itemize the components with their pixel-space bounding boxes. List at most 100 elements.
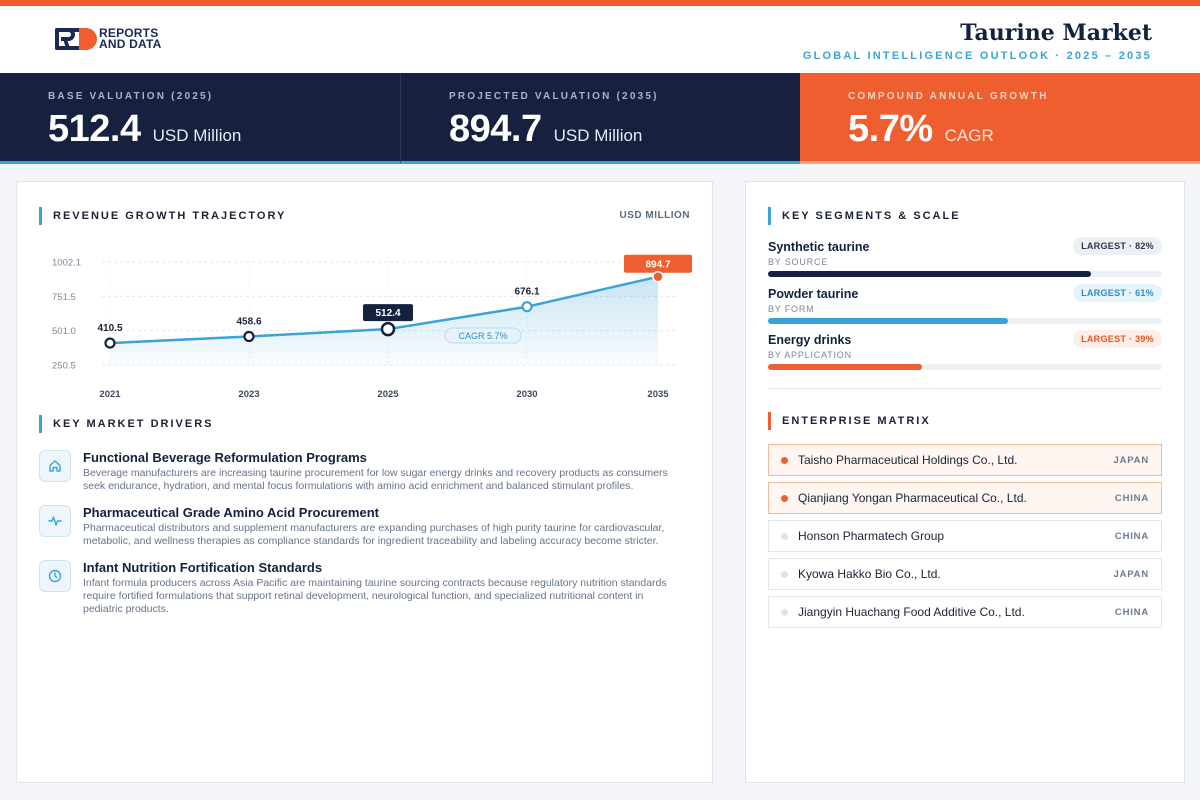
x-tick-label: 2021 bbox=[99, 389, 121, 400]
segment-category: BY FORM bbox=[768, 304, 815, 314]
right-panel: KEY SEGMENTS & SCALE Synthetic taurine B… bbox=[745, 181, 1185, 783]
segment-name: Synthetic taurine bbox=[768, 240, 870, 254]
enterprise-country: CHINA bbox=[1114, 530, 1149, 542]
kpi-value: 512.4 bbox=[48, 108, 141, 150]
segment-item: Powder taurine BY FORM LARGEST · 61% bbox=[768, 284, 1162, 324]
cagr-pill-label: CAGR 5.7% bbox=[458, 331, 507, 341]
driver-title: Functional Beverage Reformulation Progra… bbox=[83, 450, 367, 465]
driver-description: Pharmaceutical distributors and suppleme… bbox=[83, 522, 665, 547]
logo-line-2: AND DATA bbox=[99, 37, 162, 51]
left-panel: REVENUE GROWTH TRAJECTORY USD MILLION 10… bbox=[16, 181, 713, 783]
segment-badge: LARGEST · 61% bbox=[1073, 284, 1162, 302]
status-dot bbox=[781, 532, 788, 540]
enterprise-row[interactable]: Qianjiang Yongan Pharmaceutical Co., Ltd… bbox=[768, 482, 1162, 514]
segment-bar-fill bbox=[768, 271, 1092, 277]
enterprise-country: JAPAN bbox=[1113, 568, 1149, 580]
x-tick-label: 2030 bbox=[516, 389, 537, 400]
segments-section-title: KEY SEGMENTS & SCALE bbox=[768, 207, 961, 225]
status-dot bbox=[781, 494, 788, 502]
segment-bar-fill bbox=[768, 364, 922, 370]
brand-logo[interactable]: REPORTS AND DATA bbox=[55, 26, 162, 51]
enterprise-row[interactable]: Honson Pharmatech Group CHINA bbox=[768, 520, 1162, 552]
drivers-list: Functional Beverage Reformulation Progra… bbox=[39, 450, 699, 628]
segment-bar-fill bbox=[768, 318, 1009, 324]
top-accent-bar bbox=[0, 0, 1200, 6]
x-tick-label: 2023 bbox=[238, 389, 259, 400]
driver-description: Infant formula producers across Asia Pac… bbox=[83, 577, 667, 615]
kpi-value: 5.7% bbox=[848, 108, 933, 150]
kpi-unit: CAGR bbox=[944, 126, 994, 145]
kpi-label: PROJECTED VALUATION (2035) bbox=[449, 91, 659, 102]
data-label: 512.4 bbox=[375, 308, 400, 319]
y-tick-label: 501.0 bbox=[52, 326, 76, 337]
x-tick-label: 2025 bbox=[377, 389, 399, 400]
kpi-unit: USD Million bbox=[152, 126, 242, 145]
cagr-pill bbox=[444, 327, 522, 344]
y-tick-label: 250.5 bbox=[52, 361, 76, 372]
enterprise-row[interactable]: Jiangyin Huachang Food Additive Co., Ltd… bbox=[768, 596, 1162, 628]
data-label: 458.6 bbox=[236, 316, 261, 327]
segment-badge: LARGEST · 82% bbox=[1073, 237, 1162, 255]
segment-name: Powder taurine bbox=[768, 287, 859, 301]
data-label-box bbox=[363, 304, 413, 322]
section-divider bbox=[768, 388, 1162, 389]
home-icon bbox=[39, 450, 71, 482]
enterprise-section-title: ENTERPRISE MATRIX bbox=[768, 412, 931, 430]
clock-icon bbox=[39, 560, 71, 592]
enterprise-name: Kyowa Hakko Bio Co., Ltd. bbox=[798, 567, 941, 581]
drivers-section-title: KEY MARKET DRIVERS bbox=[39, 415, 213, 433]
segment-category: BY APPLICATION bbox=[768, 350, 852, 360]
kpi-label: BASE VALUATION (2025) bbox=[48, 91, 214, 102]
logo-line-1: REPORTS bbox=[99, 26, 159, 40]
revenue-chart: 1002.1 751.5 501.0 250.5 2021 2023 2025 2030 203… bbox=[47, 242, 697, 402]
data-point bbox=[521, 301, 533, 313]
enterprise-country: CHINA bbox=[1114, 606, 1149, 618]
segment-item: Energy drinks BY APPLICATION LARGEST · 3… bbox=[768, 330, 1162, 370]
header: REPORTS AND DATA Taurine Market GLOBAL I… bbox=[0, 6, 1200, 73]
segment-badge: LARGEST · 39% bbox=[1073, 330, 1162, 348]
segment-category: BY SOURCE bbox=[768, 257, 829, 267]
data-label: 676.1 bbox=[514, 287, 539, 298]
status-dot bbox=[781, 456, 788, 464]
kpi-value: 894.7 bbox=[449, 108, 542, 150]
segment-bar-track bbox=[768, 318, 1162, 324]
logo-text: REPORTS AND DATA bbox=[99, 26, 162, 51]
data-label: 894.7 bbox=[645, 260, 670, 271]
data-point bbox=[243, 330, 255, 343]
driver-description: Beverage manufacturers are increasing ta… bbox=[83, 467, 668, 492]
segment-name: Energy drinks bbox=[768, 333, 852, 347]
area-fill bbox=[110, 276, 658, 365]
logo-mark-icon bbox=[55, 28, 97, 50]
enterprise-name: Taisho Pharmaceutical Holdings Co., Ltd. bbox=[798, 453, 1018, 467]
enterprise-name: Jiangyin Huachang Food Additive Co., Ltd… bbox=[798, 605, 1025, 619]
enterprise-name: Honson Pharmatech Group bbox=[798, 529, 945, 543]
kpi-cagr: COMPOUND ANNUAL GROWTH 5.7% CAGR bbox=[800, 73, 1200, 164]
enterprise-name: Qianjiang Yongan Pharmaceutical Co., Ltd… bbox=[798, 491, 1027, 505]
driver-item: Pharmaceutical Grade Amino Acid Procurem… bbox=[39, 505, 699, 548]
segment-bar-track bbox=[768, 271, 1162, 277]
data-label-box bbox=[624, 254, 692, 273]
revenue-section-title: REVENUE GROWTH TRAJECTORY bbox=[39, 207, 286, 225]
enterprise-country: CHINA bbox=[1114, 492, 1149, 504]
driver-item: Infant Nutrition Fortification Standards… bbox=[39, 560, 699, 616]
y-tick-label: 1002.1 bbox=[52, 258, 81, 269]
data-label: 410.5 bbox=[97, 323, 122, 334]
driver-title: Infant Nutrition Fortification Standards bbox=[83, 560, 323, 575]
pulse-icon bbox=[39, 505, 71, 537]
segment-item: Synthetic taurine BY SOURCE LARGEST · 82… bbox=[768, 237, 1162, 277]
driver-title: Pharmaceutical Grade Amino Acid Procurem… bbox=[83, 505, 379, 520]
enterprise-row[interactable]: Taisho Pharmaceutical Holdings Co., Ltd.… bbox=[768, 444, 1162, 476]
segment-bar-track bbox=[768, 364, 1162, 370]
driver-item: Functional Beverage Reformulation Progra… bbox=[39, 450, 699, 493]
kpi-base-valuation: BASE VALUATION (2025) 512.4 USD Million bbox=[0, 73, 400, 164]
enterprise-row[interactable]: Kyowa Hakko Bio Co., Ltd. JAPAN bbox=[768, 558, 1162, 590]
y-tick-label: 751.5 bbox=[52, 292, 76, 303]
data-point bbox=[652, 270, 664, 283]
data-point bbox=[104, 337, 116, 349]
status-dot bbox=[781, 608, 788, 616]
kpi-strip: BASE VALUATION (2025) 512.4 USD Million P… bbox=[0, 73, 1200, 164]
revenue-chart-svg: 1002.1 751.5 501.0 250.5 2021 2023 2025 2030 203… bbox=[52, 254, 692, 400]
kpi-label: COMPOUND ANNUAL GROWTH bbox=[848, 91, 1049, 102]
status-dot bbox=[781, 570, 788, 578]
page-title: Taurine Market bbox=[960, 20, 1152, 46]
